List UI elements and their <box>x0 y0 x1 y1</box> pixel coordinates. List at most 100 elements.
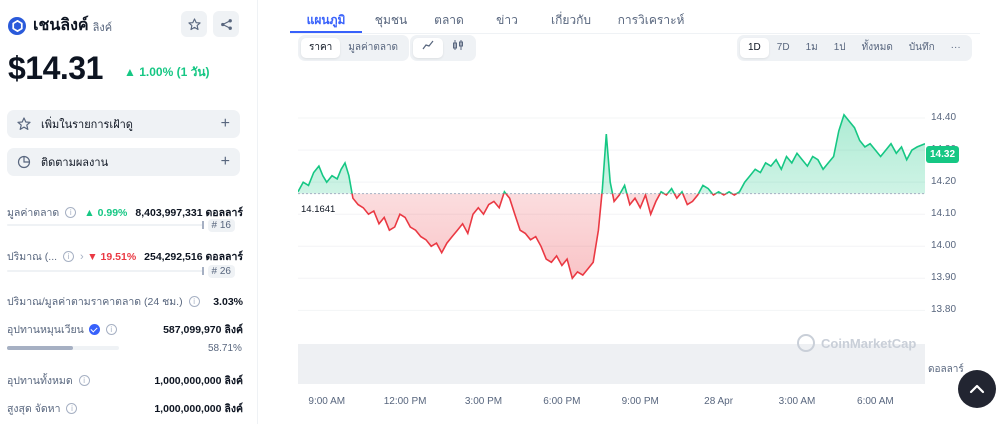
range-log[interactable]: บันทึก <box>908 42 935 53</box>
market-cap-change: ▲ 0.99% <box>84 206 128 219</box>
price-chart[interactable] <box>298 86 925 386</box>
current-price-badge: 14.32 <box>926 146 960 163</box>
volume-label: ปริมาณ (... <box>7 251 58 263</box>
watchlist-label: เพิ่มในรายการเฝ้าดู <box>41 119 133 131</box>
price-line-down <box>351 193 739 281</box>
coin-symbol: ลิงค์ <box>92 22 113 34</box>
tab-community[interactable]: ชุมชน <box>374 13 408 27</box>
candlestick-icon[interactable] <box>443 38 473 58</box>
time-range-selector: 1D 7D 1ม 1ป ทั้งหมด บันทึก ··· <box>737 35 972 61</box>
x-tick-label: 6:00 AM <box>857 396 894 407</box>
volume-change: ▼ 19.51% <box>87 250 137 263</box>
market-cap-row: มูลค่าตลาด i ▲ 0.99% 8,403,997,331 ดอลลา… <box>7 204 243 221</box>
chainlink-logo-icon <box>8 16 26 35</box>
watermark: CoinMarketCap <box>797 334 916 352</box>
market-cap-toggle[interactable]: มูลค่าตลาด <box>348 42 399 53</box>
share-icon <box>220 18 232 30</box>
plus-icon: + <box>220 115 230 132</box>
circulating-supply-percent: 58.71% <box>208 343 242 354</box>
area-below-open <box>352 193 737 279</box>
volume-row: ปริมาณ (... i › ▼ 19.51% 254,292,516 ดอล… <box>7 248 243 265</box>
circulating-supply-row: อุปทานหมุนเวียน i 587,099,970 ลิงค์ <box>7 321 243 338</box>
chevron-right-icon[interactable]: › <box>80 250 84 263</box>
total-supply-label: อุปทานทั้งหมด <box>7 375 73 387</box>
info-icon[interactable]: i <box>65 207 77 218</box>
y-tick-label: 14.00 <box>931 240 957 252</box>
area-above-open <box>298 114 925 194</box>
price-toggle[interactable]: ราคา <box>301 38 341 58</box>
track-label: ติดตามผลงาน <box>41 157 109 169</box>
add-to-watchlist-button[interactable]: เพิ่มในรายการเฝ้าดู + <box>7 110 240 138</box>
price-change-24h: ▲ 1.00% (1 วัน) <box>124 65 210 79</box>
total-supply-row: อุปทานทั้งหมด i 1,000,000,000 ลิงค์ <box>7 372 243 389</box>
range-all[interactable]: ทั้งหมด <box>861 42 893 53</box>
x-tick-label: 3:00 PM <box>464 396 503 407</box>
favorite-button[interactable] <box>181 11 207 37</box>
range-1y[interactable]: 1ป <box>833 42 846 53</box>
scroll-to-top-button[interactable] <box>958 370 996 408</box>
chart-metric-toggle: ราคา มูลค่าตลาด <box>298 35 410 61</box>
currency-label: ดอลลาร์ <box>928 364 964 375</box>
volume-rank: # 26 <box>207 265 235 278</box>
info-icon[interactable]: i <box>63 251 75 262</box>
circulating-supply-value: 587,099,970 ลิงค์ <box>163 324 243 336</box>
star-icon <box>17 117 31 130</box>
coin-name: เชนลิงค์ <box>33 17 89 34</box>
volume-market-cap-row: ปริมาณ/มูลค่าตามราคาตลาด (24 ชม.) i 3.03… <box>7 293 243 310</box>
section-tabs: แผนภูมิ ชุมชน ตลาด ข่าว เกี่ยวกับ การวิเ… <box>290 0 980 34</box>
circulating-supply-bar <box>7 346 119 350</box>
market-cap-value: 8,403,997,331 ดอลลาร์ <box>135 207 243 219</box>
range-7d[interactable]: 7D <box>776 42 790 53</box>
tab-markets[interactable]: ตลาด <box>434 13 464 27</box>
volume-market-cap-value: 3.03% <box>213 295 243 308</box>
tab-analysis[interactable]: การวิเคราะห์ <box>617 13 685 27</box>
y-tick-label: 14.20 <box>931 176 957 188</box>
star-icon <box>187 17 201 30</box>
track-portfolio-button[interactable]: ติดตามผลงาน + <box>7 148 240 176</box>
coinmarketcap-logo-icon <box>797 334 815 352</box>
info-icon[interactable]: i <box>188 296 200 307</box>
chevron-up-icon <box>969 384 985 394</box>
x-tick-label: 6:00 PM <box>543 396 581 407</box>
coin-header: เชนลิงค์ ลิงค์ <box>8 13 112 38</box>
circulating-supply-label: อุปทานหมุนเวียน <box>7 324 84 336</box>
tab-chart[interactable]: แผนภูมิ <box>290 0 362 33</box>
volume-value: 254,292,516 ดอลลาร์ <box>144 251 243 263</box>
market-cap-rank-bar <box>7 221 204 229</box>
chart-style-toggle <box>410 35 476 61</box>
market-cap-rank: # 16 <box>207 219 235 232</box>
max-supply-value: 1,000,000,000 ลิงค์ <box>154 403 243 415</box>
range-1m[interactable]: 1ม <box>805 42 818 53</box>
pie-chart-icon <box>17 155 31 169</box>
watermark-text: CoinMarketCap <box>821 335 917 351</box>
price-line-up <box>298 113 925 194</box>
more-options-icon[interactable]: ··· <box>950 42 961 53</box>
coin-summary-panel: เชนลิงค์ ลิงค์ $14.31 ▲ 1.00% (1 วัน) เพ… <box>0 0 258 424</box>
info-icon[interactable]: i <box>78 375 90 386</box>
current-price: $14.31 <box>8 50 103 86</box>
volume-rank-bar <box>7 267 204 275</box>
x-tick-label: 9:00 PM <box>621 396 659 407</box>
y-tick-label: 14.10 <box>931 208 957 220</box>
line-chart-icon[interactable] <box>413 38 443 58</box>
market-cap-label: มูลค่าตลาด <box>7 207 60 219</box>
circulating-supply-fill <box>7 346 73 350</box>
tab-about[interactable]: เกี่ยวกับ <box>550 13 592 27</box>
x-tick-label: 9:00 AM <box>308 396 346 407</box>
verified-icon <box>88 324 100 335</box>
x-tick-label: 12:00 PM <box>383 396 427 407</box>
y-tick-label: 13.90 <box>931 272 957 284</box>
volume-market-cap-label: ปริมาณ/มูลค่าตามราคาตลาด (24 ชม.) <box>7 296 183 308</box>
y-tick-label: 14.40 <box>931 112 957 124</box>
y-tick-label: 13.80 <box>931 304 957 316</box>
info-icon[interactable]: i <box>105 324 117 335</box>
share-button[interactable] <box>213 11 239 37</box>
range-1d[interactable]: 1D <box>740 38 769 58</box>
max-supply-label: สูงสุด จัดหา <box>7 403 61 415</box>
info-icon[interactable]: i <box>66 403 78 414</box>
open-price-label: 14.1641 <box>301 204 336 215</box>
max-supply-row: สูงสุด จัดหา i 1,000,000,000 ลิงค์ <box>7 400 243 417</box>
total-supply-value: 1,000,000,000 ลิงค์ <box>154 375 243 387</box>
tab-news[interactable]: ข่าว <box>496 13 518 27</box>
